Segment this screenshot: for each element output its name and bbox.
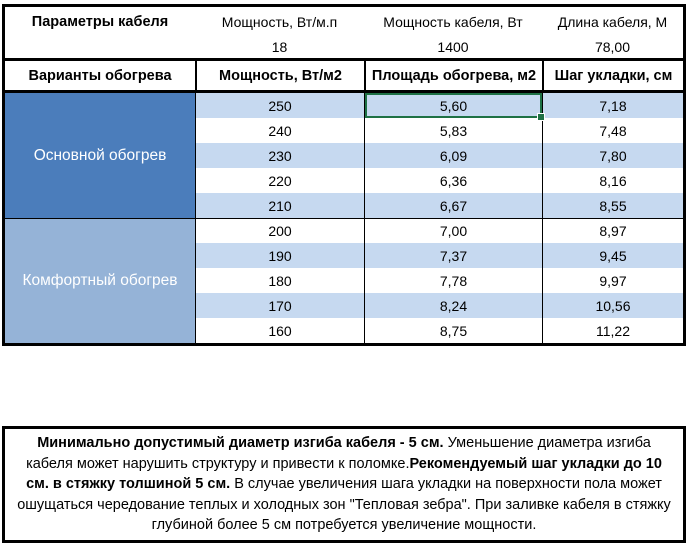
section-label[interactable]: Основной обогрев <box>5 93 195 218</box>
data-cell[interactable]: 190 <box>195 243 364 268</box>
laying-step-header[interactable]: Шаг укладки, см <box>542 58 683 93</box>
data-cell[interactable]: 9,97 <box>542 268 683 293</box>
data-cell[interactable]: 8,16 <box>542 168 683 193</box>
cable-length-header[interactable]: Длина кабеля, М <box>557 13 668 30</box>
heating-area-header[interactable]: Площадь обогрева, м2 <box>364 58 542 93</box>
data-cell[interactable]: 7,78 <box>364 268 542 293</box>
data-cell[interactable]: 7,18 <box>542 93 683 118</box>
data-cell[interactable]: 240 <box>195 118 364 143</box>
data-cell[interactable]: 220 <box>195 168 364 193</box>
data-cell[interactable]: 8,75 <box>364 318 542 343</box>
data-cell[interactable]: 7,00 <box>364 218 542 243</box>
data-cell[interactable]: 250 <box>195 93 364 118</box>
data-cell[interactable]: 11,22 <box>542 318 683 343</box>
data-cell[interactable]: 210 <box>195 193 364 218</box>
section-label[interactable]: Комфортный обогрев <box>5 218 195 343</box>
data-cell[interactable]: 7,37 <box>364 243 542 268</box>
cable-parameters-table: Параметры кабеля Мощность, Вт/м.п Мощнос… <box>2 4 686 346</box>
data-cell[interactable]: 230 <box>195 143 364 168</box>
params-title-cell[interactable]: Параметры кабеля <box>31 13 169 30</box>
data-cell[interactable]: 6,36 <box>364 168 542 193</box>
data-cell[interactable]: 5,60 <box>364 93 545 121</box>
data-cell[interactable]: 8,24 <box>364 293 542 318</box>
data-cell[interactable]: 10,56 <box>542 293 683 318</box>
params-empty-cell[interactable] <box>5 36 195 58</box>
power-per-meter-value[interactable]: 18 <box>271 39 288 55</box>
cable-bend-note: Минимально допустимый диаметр изгиба каб… <box>2 426 686 543</box>
note-text: В случае увеличения шага укладки на пове… <box>17 476 671 533</box>
data-cell[interactable]: 180 <box>195 268 364 293</box>
note-bold-text: Минимально допустимый диаметр изгиба каб… <box>37 435 444 451</box>
data-cell[interactable]: 8,97 <box>542 218 683 243</box>
note-bold-text: Рекомендуемый шаг укладки до 10 см. в ст… <box>26 455 662 493</box>
data-cell[interactable]: 7,48 <box>542 118 683 143</box>
data-cell[interactable]: 160 <box>195 318 364 343</box>
data-cell[interactable]: 6,67 <box>364 193 542 218</box>
data-cell[interactable]: 170 <box>195 293 364 318</box>
heating-variants-header[interactable]: Варианты обогрева <box>5 58 195 93</box>
power-density-header[interactable]: Мощность, Вт/м2 <box>195 58 364 93</box>
data-cell[interactable]: 7,80 <box>542 143 683 168</box>
data-cell[interactable]: 200 <box>195 218 364 243</box>
power-per-meter-header[interactable]: Мощность, Вт/м.п <box>221 13 338 30</box>
data-cell[interactable]: 5,83 <box>364 118 542 143</box>
data-cell[interactable]: 8,55 <box>542 193 683 218</box>
cable-power-header[interactable]: Мощность кабеля, Вт <box>383 13 523 30</box>
cable-length-value[interactable]: 78,00 <box>594 39 631 55</box>
data-cell[interactable]: 6,09 <box>364 143 542 168</box>
note-text: Уменьшение диаметра изгиба кабеля может … <box>26 435 651 472</box>
cable-power-value[interactable]: 1400 <box>437 39 469 55</box>
data-cell[interactable]: 9,45 <box>542 243 683 268</box>
